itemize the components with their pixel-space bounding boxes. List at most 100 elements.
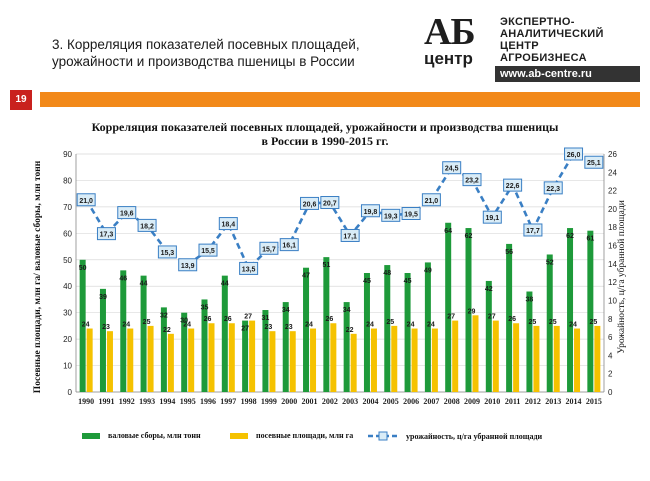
yield-marker: [503, 178, 523, 192]
x-tick-label: 2007: [423, 397, 439, 406]
bar-harvest-label: 32: [160, 312, 168, 319]
bar-harvest: [323, 257, 330, 392]
bar-harvest-label: 42: [485, 286, 493, 293]
right-tick-label: 22: [608, 187, 617, 196]
bar-area-label: 25: [386, 319, 394, 326]
bar-area-label: 24: [427, 322, 435, 329]
bar-area-label: 25: [143, 319, 151, 326]
bar-harvest: [404, 273, 411, 392]
bar-harvest: [242, 320, 249, 392]
bar-area: [431, 328, 438, 392]
bar-area: [350, 333, 357, 392]
yield-point-label: 13,9: [181, 263, 195, 270]
bar-area-label: 23: [102, 324, 110, 331]
x-tick-label: 1991: [98, 397, 114, 406]
yield-point-label: 21,0: [79, 198, 93, 205]
x-tick-label: 1992: [119, 397, 135, 406]
yield-point-label: 19,1: [485, 215, 499, 222]
bar-harvest-label: 44: [221, 281, 229, 288]
x-tick-label: 2013: [545, 397, 561, 406]
yield-point-label: 19,3: [384, 213, 398, 220]
bar-area-label: 22: [346, 327, 354, 334]
bar-harvest-label: 35: [201, 304, 209, 311]
x-tick-label: 2015: [586, 397, 602, 406]
bar-area: [188, 328, 195, 392]
right-tick-label: 0: [608, 388, 613, 397]
legend-label-harvest: валовые сборы, млн тонн: [108, 431, 201, 440]
yield-marker: [381, 208, 401, 222]
yield-point-label: 24,5: [445, 166, 459, 173]
bar-harvest-label: 62: [566, 233, 574, 240]
slide-number-badge: 19: [10, 90, 32, 110]
x-tick-label: 2010: [484, 397, 500, 406]
logo-desc-line: АГРОБИЗНЕСА: [500, 52, 587, 64]
logo-subtitle: центр: [424, 49, 473, 68]
bar-harvest-label: 39: [99, 294, 107, 301]
bar-harvest: [506, 243, 513, 392]
left-tick-label: 40: [63, 282, 72, 291]
bar-harvest: [120, 270, 127, 392]
yield-marker: [360, 204, 380, 218]
bar-harvest-label: 44: [140, 281, 148, 288]
bar-harvest: [363, 273, 370, 392]
bar-harvest-label: 49: [424, 267, 432, 274]
x-tick-label: 1990: [78, 397, 94, 406]
left-tick-label: 50: [63, 256, 72, 265]
bar-area: [452, 320, 459, 392]
bar-harvest-label: 45: [363, 278, 371, 285]
bar-area-label: 24: [122, 322, 130, 329]
yield-marker: [564, 147, 584, 161]
bar-harvest: [465, 228, 472, 392]
chart-title: Корреляция показателей посевных площадей…: [91, 120, 559, 148]
yield-point-label: 19,8: [364, 209, 378, 216]
bar-harvest: [160, 307, 167, 392]
bar-harvest: [140, 275, 147, 392]
yield-marker: [482, 210, 502, 224]
bar-harvest-label: 52: [546, 259, 554, 266]
bar-harvest: [587, 230, 594, 392]
bar-harvest: [201, 299, 208, 392]
legend-label-area: посевные площади, млн га: [256, 431, 354, 440]
x-tick-label: 2012: [525, 397, 541, 406]
bar-area: [147, 325, 154, 392]
bar-area: [411, 328, 418, 392]
yield-point-label: 23,2: [465, 178, 479, 185]
bar-harvest: [262, 310, 269, 392]
x-tick-label: 1993: [139, 397, 155, 406]
bar-harvest: [526, 291, 533, 392]
yield-marker: [523, 223, 543, 237]
bar-area-label: 27: [447, 314, 455, 321]
bar-harvest: [343, 302, 350, 392]
yield-marker: [218, 217, 238, 231]
bar-area: [553, 325, 560, 392]
website-url[interactable]: www.ab-centre.ru: [495, 66, 640, 82]
bar-area: [330, 323, 337, 392]
bar-area: [106, 331, 113, 392]
right-tick-label: 20: [608, 205, 617, 214]
bar-harvest: [99, 288, 106, 392]
x-tick-label: 2014: [566, 397, 582, 406]
bar-area: [513, 323, 520, 392]
bar-area: [370, 328, 377, 392]
right-tick-label: 14: [608, 260, 617, 269]
bar-area: [310, 328, 317, 392]
yield-marker: [442, 161, 462, 175]
logo-desc-line: АНАЛИТИЧЕСКИЙ: [500, 28, 604, 40]
bar-area-label: 24: [407, 322, 415, 329]
bar-area: [208, 323, 215, 392]
bar-harvest: [567, 228, 574, 392]
yield-point-label: 17,1: [343, 233, 357, 240]
left-tick-label: 90: [63, 150, 72, 159]
right-tick-label: 12: [608, 278, 617, 287]
bar-harvest-label: 45: [404, 278, 412, 285]
yield-point-label: 22,6: [506, 183, 520, 190]
left-tick-label: 70: [63, 203, 72, 212]
bar-area: [127, 328, 134, 392]
yield-marker: [157, 245, 177, 259]
left-tick-label: 20: [63, 335, 72, 344]
bar-area-label: 29: [468, 308, 476, 315]
bar-harvest: [282, 302, 289, 392]
bar-harvest-label: 38: [526, 297, 534, 304]
bar-area-label: 26: [204, 316, 212, 323]
yield-marker: [401, 207, 421, 220]
